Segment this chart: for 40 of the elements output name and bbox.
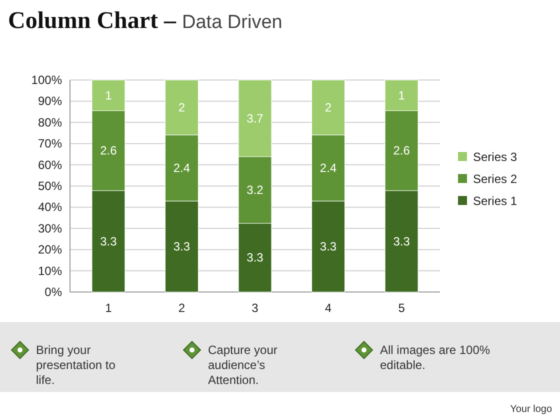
y-tick-label: 50% (38, 179, 62, 193)
annotation: 3.3 (100, 234, 118, 248)
y-tick-label: 20% (38, 242, 62, 257)
annotation: 1 (398, 88, 406, 102)
annotation: 2 (324, 100, 332, 114)
text: Bring your presentation to life. (36, 343, 116, 387)
legend-label: Series 1 (473, 194, 518, 208)
annotation: 2.4 (173, 160, 190, 175)
annotation: 2.6 (393, 144, 410, 158)
annotation: 3.3 (173, 240, 190, 254)
annotation: 3.3 (320, 240, 337, 254)
x-tick-label: 4 (324, 301, 332, 315)
text: Capture your audience’s Attention. (208, 343, 278, 387)
annotation: 2 (178, 100, 186, 114)
y-tick-label: 30% (38, 221, 62, 236)
x-tick-label: 2 (178, 301, 186, 315)
y-tick-label: 0% (44, 285, 62, 299)
chart-subtitle: Data Driven (182, 12, 282, 33)
x-tick-label: 3 (252, 301, 259, 315)
x-tick-label: 1 (105, 301, 112, 315)
y-tick-label: 60% (38, 158, 62, 172)
x-tick-label: 5 (398, 301, 406, 315)
y-tick-label: 90% (38, 94, 62, 108)
text: Your logo (510, 404, 552, 415)
annotation: 3.2 (246, 183, 264, 198)
annotation: 2.4 (320, 160, 337, 175)
legend-label: Series 2 (473, 172, 518, 186)
legend-label: Series 3 (473, 150, 518, 164)
y-tick-label: 80% (38, 115, 62, 130)
annotation: 2.6 (100, 144, 118, 158)
annotation: 1 (105, 88, 112, 102)
y-tick-label: 100% (31, 73, 62, 87)
y-tick-label: 40% (38, 200, 62, 214)
text: All images are 100% editable. (380, 343, 490, 372)
y-tick-label: 70% (38, 136, 62, 151)
y-tick-label: 10% (38, 264, 62, 278)
annotation: 3.3 (393, 234, 410, 248)
annotation: 3.7 (246, 111, 264, 126)
annotation: 3.3 (246, 250, 264, 265)
chart-title: Column Chart – (8, 8, 178, 34)
